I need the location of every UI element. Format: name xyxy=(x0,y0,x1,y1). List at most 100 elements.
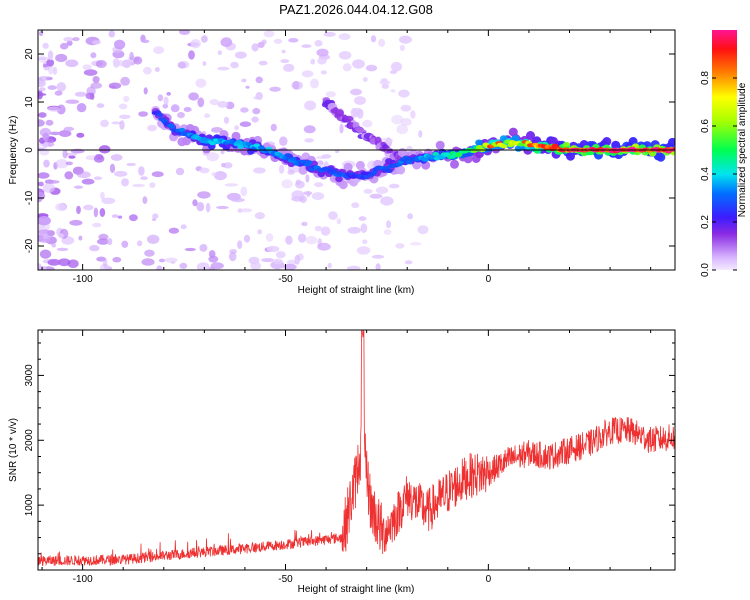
colorbar-ticks: 0.0 0.2 0.4 0.6 0.8 xyxy=(700,71,737,277)
y-tick-label: 20 xyxy=(24,48,35,60)
spectrogram-cell xyxy=(350,88,362,96)
spectrogram-cell xyxy=(38,181,44,187)
spectrogram-cell xyxy=(386,220,391,229)
spectrogram-cell xyxy=(188,50,195,60)
spectrogram-cell xyxy=(163,96,169,106)
spectrogram-cell xyxy=(147,124,157,132)
spectrogram-cell xyxy=(47,106,61,112)
spectrogram-cell xyxy=(476,145,483,149)
spectrogram-cell xyxy=(179,262,188,269)
spectrogram-cell xyxy=(168,227,180,234)
spectrogram-cell xyxy=(68,155,76,159)
spectrogram-cell xyxy=(338,51,352,60)
spectrogram-cell xyxy=(108,30,116,38)
spectrogram-cell xyxy=(42,42,49,49)
y-tick-label: 3000 xyxy=(24,364,35,387)
spectrogram-cell xyxy=(306,190,311,198)
spectrogram-cell xyxy=(168,124,176,129)
spectrogram-cell xyxy=(253,167,266,174)
spectrogram-cell xyxy=(38,172,50,179)
spectrogram-cell xyxy=(240,208,253,213)
spectrogram-cell xyxy=(251,43,259,52)
spectrogram-cell xyxy=(291,190,305,200)
spectrogram-cell xyxy=(410,110,416,119)
spectrogram-cell xyxy=(327,262,332,269)
spectrogram-cell xyxy=(209,141,217,146)
spectrogram-cell xyxy=(147,234,160,244)
spectrogram-cell xyxy=(197,191,211,199)
spectrogram-cell xyxy=(211,172,217,177)
spectrogram-cell xyxy=(369,193,383,199)
x-tick-label: -50 xyxy=(278,574,293,585)
spectrogram-cell xyxy=(283,63,295,72)
spectrogram-cell xyxy=(157,94,164,102)
spectrogram-cell xyxy=(156,265,163,270)
spectrogram-cell xyxy=(275,251,286,259)
spectrogram-cell xyxy=(314,182,324,188)
spectrogram-cell xyxy=(409,242,422,246)
spectrogram-cell xyxy=(144,249,155,257)
spectrogram-cell xyxy=(38,234,44,242)
spectrogram-cell xyxy=(338,180,348,190)
spectrogram-cell xyxy=(119,114,131,120)
spectrogram-cell xyxy=(39,30,44,37)
spectrogram-cell xyxy=(335,109,344,118)
spectrogram-cell xyxy=(38,143,42,147)
spectrogram-cell xyxy=(284,153,292,158)
spectrogram-cell xyxy=(58,130,72,137)
spectrogram-cell xyxy=(217,50,222,56)
spectrogram-cell xyxy=(56,247,69,252)
spectrogram-cell xyxy=(328,211,338,220)
spectrogram-cell xyxy=(74,91,87,97)
y-tick-label: 10 xyxy=(24,96,35,108)
spectrogram-cell xyxy=(90,52,97,59)
spectrogram-cell xyxy=(314,225,322,232)
spectrogram-cell xyxy=(347,226,361,234)
spectrogram-marks xyxy=(38,30,675,270)
spectrogram-cell xyxy=(72,37,80,42)
spectrogram-cell xyxy=(45,180,60,184)
colorbar-tick-label: 0.0 xyxy=(700,263,711,277)
spectrogram-cell xyxy=(317,57,327,65)
spectrogram-cell xyxy=(38,92,42,97)
spectrogram-cell xyxy=(301,70,314,78)
spectrogram-cell xyxy=(149,182,156,188)
spectrogram-cell xyxy=(55,203,66,211)
spectrogram-cell xyxy=(90,82,102,89)
spectrogram-cell xyxy=(164,257,178,263)
spectrogram-cell xyxy=(82,64,92,71)
snr-frame xyxy=(37,329,676,571)
spectrogram-cell xyxy=(354,96,366,105)
spectrogram-cell xyxy=(65,99,80,104)
spectrogram-cell xyxy=(98,145,111,154)
spectrogram-cell xyxy=(222,162,233,169)
snr-panel: -100 -50 0 1000 2000 3000 Height of straight … xyxy=(8,329,676,595)
spectrogram-cell xyxy=(291,81,304,90)
spectrogram-cell xyxy=(184,247,196,252)
spectrogram-cell xyxy=(261,258,274,263)
spectrogram-cell xyxy=(196,202,205,212)
colorbar-gradient xyxy=(712,30,737,270)
x-tick-label: -100 xyxy=(73,574,93,585)
spectrogram-cell xyxy=(110,154,123,161)
spectrogram-cell xyxy=(183,107,192,112)
spectrogram-cell xyxy=(76,171,91,179)
spectrogram-cell xyxy=(280,59,290,64)
spectrogram-cell xyxy=(142,196,148,205)
spectrogram-cell xyxy=(202,61,207,66)
spectrogram-cell xyxy=(51,243,56,248)
spectrogram-cell xyxy=(129,214,138,222)
y-tick-label: -20 xyxy=(24,238,35,253)
spectrogram-cell xyxy=(258,145,265,150)
spectrogram-cell xyxy=(321,154,332,159)
spectrogram-cell xyxy=(132,183,146,188)
spectrogram-cell xyxy=(287,169,295,175)
spectrogram-cell xyxy=(363,188,373,194)
x-tick-label: 0 xyxy=(486,574,492,585)
spectrogram-cell xyxy=(288,38,299,43)
spectrogram-cell xyxy=(126,162,136,167)
spectrogram-cell xyxy=(89,244,100,252)
spectrogram-cell xyxy=(298,233,307,243)
spectrogram-cell xyxy=(304,138,314,143)
